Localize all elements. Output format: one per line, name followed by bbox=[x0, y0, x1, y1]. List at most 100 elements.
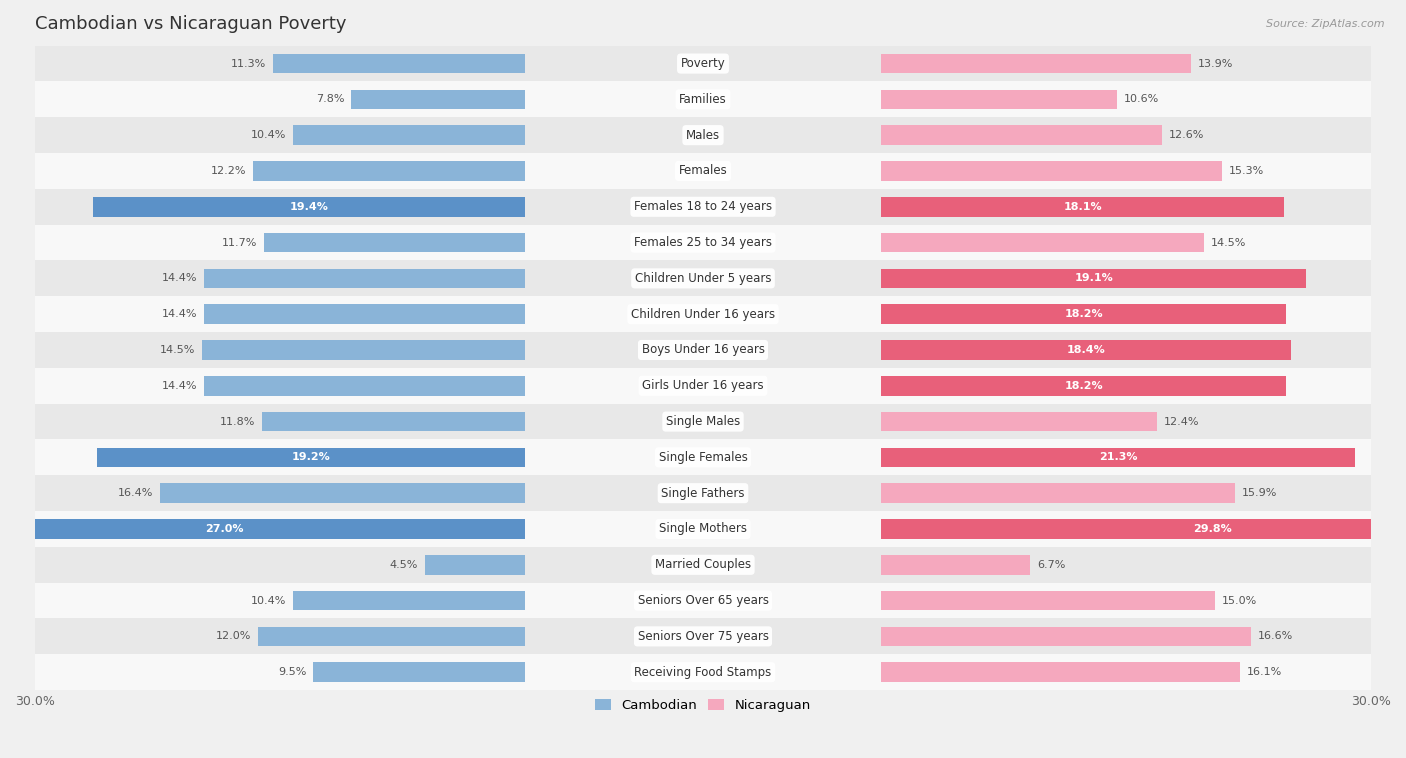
Bar bbox=[35, 619, 1371, 654]
Bar bbox=[202, 340, 524, 360]
Bar bbox=[425, 555, 524, 575]
Bar bbox=[882, 197, 1284, 217]
Text: Single Males: Single Males bbox=[666, 415, 740, 428]
Bar bbox=[253, 161, 524, 181]
Text: 14.5%: 14.5% bbox=[1211, 237, 1246, 248]
Legend: Cambodian, Nicaraguan: Cambodian, Nicaraguan bbox=[592, 695, 814, 716]
Text: 12.2%: 12.2% bbox=[211, 166, 246, 176]
Bar bbox=[882, 89, 1118, 109]
Text: 16.1%: 16.1% bbox=[1246, 667, 1282, 677]
Bar bbox=[35, 261, 1371, 296]
Bar bbox=[882, 447, 1355, 467]
Bar bbox=[35, 511, 1371, 547]
Bar bbox=[204, 376, 524, 396]
Bar bbox=[35, 81, 1371, 117]
Bar bbox=[35, 117, 1371, 153]
Bar bbox=[882, 54, 1191, 74]
Bar bbox=[257, 627, 524, 647]
Bar bbox=[882, 590, 1215, 610]
Bar bbox=[273, 54, 524, 74]
Text: 7.8%: 7.8% bbox=[316, 94, 344, 105]
Bar bbox=[35, 296, 1371, 332]
Bar bbox=[882, 304, 1286, 324]
Bar bbox=[882, 519, 1406, 539]
Bar bbox=[882, 376, 1286, 396]
Text: 14.4%: 14.4% bbox=[162, 381, 197, 391]
Text: Females: Females bbox=[679, 164, 727, 177]
Text: 14.4%: 14.4% bbox=[162, 309, 197, 319]
Text: 18.4%: 18.4% bbox=[1067, 345, 1105, 355]
Bar bbox=[882, 412, 1157, 431]
Bar bbox=[35, 332, 1371, 368]
Text: 14.4%: 14.4% bbox=[162, 274, 197, 283]
Text: Females 25 to 34 years: Females 25 to 34 years bbox=[634, 236, 772, 249]
Bar bbox=[35, 45, 1371, 81]
Text: 11.7%: 11.7% bbox=[222, 237, 257, 248]
Bar bbox=[882, 555, 1031, 575]
Text: 11.8%: 11.8% bbox=[219, 417, 256, 427]
Bar bbox=[204, 304, 524, 324]
Bar bbox=[204, 268, 524, 288]
Bar bbox=[35, 224, 1371, 261]
Bar bbox=[294, 125, 524, 145]
Text: Boys Under 16 years: Boys Under 16 years bbox=[641, 343, 765, 356]
Bar bbox=[882, 340, 1291, 360]
Bar bbox=[882, 662, 1240, 682]
Bar bbox=[882, 627, 1251, 647]
Bar bbox=[35, 547, 1371, 583]
Text: 13.9%: 13.9% bbox=[1198, 58, 1233, 68]
Text: Cambodian vs Nicaraguan Poverty: Cambodian vs Nicaraguan Poverty bbox=[35, 15, 346, 33]
Text: 27.0%: 27.0% bbox=[205, 524, 243, 534]
Bar bbox=[882, 125, 1161, 145]
Bar bbox=[35, 440, 1371, 475]
Text: 4.5%: 4.5% bbox=[389, 560, 418, 570]
Text: 12.6%: 12.6% bbox=[1168, 130, 1204, 140]
Text: 15.0%: 15.0% bbox=[1222, 596, 1257, 606]
Bar bbox=[35, 189, 1371, 224]
Text: 19.1%: 19.1% bbox=[1074, 274, 1114, 283]
Text: Seniors Over 65 years: Seniors Over 65 years bbox=[637, 594, 769, 607]
Text: Females 18 to 24 years: Females 18 to 24 years bbox=[634, 200, 772, 213]
Text: Receiving Food Stamps: Receiving Food Stamps bbox=[634, 666, 772, 678]
Bar bbox=[93, 197, 524, 217]
Text: 21.3%: 21.3% bbox=[1099, 453, 1137, 462]
Bar bbox=[264, 233, 524, 252]
Text: Single Females: Single Females bbox=[658, 451, 748, 464]
Bar bbox=[352, 89, 524, 109]
Text: 29.8%: 29.8% bbox=[1194, 524, 1232, 534]
Text: 19.2%: 19.2% bbox=[291, 453, 330, 462]
Bar bbox=[97, 447, 524, 467]
Text: 12.0%: 12.0% bbox=[215, 631, 250, 641]
Text: 15.9%: 15.9% bbox=[1241, 488, 1277, 498]
Bar bbox=[35, 475, 1371, 511]
Text: 19.4%: 19.4% bbox=[290, 202, 328, 211]
Text: Girls Under 16 years: Girls Under 16 years bbox=[643, 379, 763, 393]
Text: Children Under 16 years: Children Under 16 years bbox=[631, 308, 775, 321]
Bar bbox=[35, 153, 1371, 189]
Text: 10.6%: 10.6% bbox=[1123, 94, 1159, 105]
Bar bbox=[294, 590, 524, 610]
Bar bbox=[262, 412, 524, 431]
Text: Males: Males bbox=[686, 129, 720, 142]
Text: 6.7%: 6.7% bbox=[1038, 560, 1066, 570]
Text: 14.5%: 14.5% bbox=[160, 345, 195, 355]
Text: 9.5%: 9.5% bbox=[278, 667, 307, 677]
Text: Children Under 5 years: Children Under 5 years bbox=[634, 272, 772, 285]
Bar bbox=[882, 233, 1204, 252]
Text: 10.4%: 10.4% bbox=[252, 130, 287, 140]
Bar bbox=[160, 484, 524, 503]
Text: 18.2%: 18.2% bbox=[1064, 381, 1104, 391]
Text: 16.6%: 16.6% bbox=[1257, 631, 1292, 641]
Text: Source: ZipAtlas.com: Source: ZipAtlas.com bbox=[1267, 19, 1385, 29]
Text: Single Fathers: Single Fathers bbox=[661, 487, 745, 500]
Text: Families: Families bbox=[679, 93, 727, 106]
Text: Seniors Over 75 years: Seniors Over 75 years bbox=[637, 630, 769, 643]
Text: 18.2%: 18.2% bbox=[1064, 309, 1104, 319]
Bar bbox=[35, 654, 1371, 690]
Text: 12.4%: 12.4% bbox=[1164, 417, 1199, 427]
Text: Married Couples: Married Couples bbox=[655, 559, 751, 572]
Bar bbox=[35, 404, 1371, 440]
Bar bbox=[882, 268, 1306, 288]
Text: 10.4%: 10.4% bbox=[252, 596, 287, 606]
Bar bbox=[35, 583, 1371, 619]
